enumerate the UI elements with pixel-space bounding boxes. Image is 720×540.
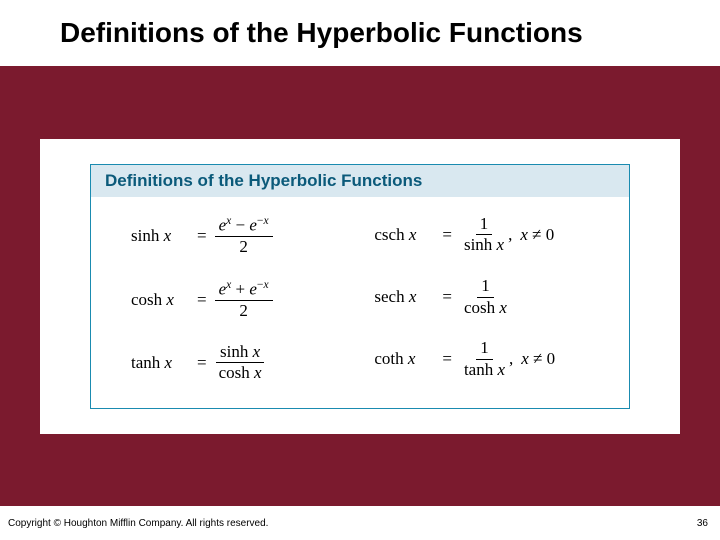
slide-body: Definitions of the Hyperbolic Functions … xyxy=(0,66,720,506)
content-card: Definitions of the Hyperbolic Functions … xyxy=(40,139,680,434)
denominator: sinh x xyxy=(460,235,508,255)
numerator: ex + e−x xyxy=(215,279,273,301)
condition: x ≠ 0 xyxy=(520,225,554,245)
equations-area: sinh x = ex − e−x 2 cosh x = ex + e−x xyxy=(91,197,629,395)
fn-label: csch x xyxy=(374,225,438,245)
eq-sinh: sinh x = ex − e−x 2 xyxy=(131,215,374,257)
fraction: ex − e−x 2 xyxy=(215,215,273,257)
fn-label: coth x xyxy=(374,349,438,369)
fraction: sinh x cosh x xyxy=(215,343,266,383)
fraction: 1 cosh x xyxy=(460,277,511,317)
eq-tanh: tanh x = sinh x cosh x xyxy=(131,343,374,383)
slide-title: Definitions of the Hyperbolic Functions xyxy=(60,17,583,49)
slide-container: Definitions of the Hyperbolic Functions … xyxy=(0,0,720,540)
equations-left-column: sinh x = ex − e−x 2 cosh x = ex + e−x xyxy=(131,215,374,383)
figure-header: Definitions of the Hyperbolic Functions xyxy=(91,165,629,197)
fraction: 1 tanh x xyxy=(460,339,509,379)
eq-sech: sech x = 1 cosh x xyxy=(374,277,599,317)
numerator: 1 xyxy=(477,277,494,298)
condition: x ≠ 0 xyxy=(521,349,555,369)
copyright-text: Copyright © Houghton Mifflin Company. Al… xyxy=(8,518,268,529)
equals-sign: = xyxy=(442,349,452,369)
figure-box: Definitions of the Hyperbolic Functions … xyxy=(90,164,630,409)
slide-footer: Copyright © Houghton Mifflin Company. Al… xyxy=(0,506,720,540)
eq-csch: csch x = 1 sinh x , x ≠ 0 xyxy=(374,215,599,255)
comma: , xyxy=(508,225,512,245)
numerator: 1 xyxy=(476,339,493,360)
fraction: 1 sinh x xyxy=(460,215,508,255)
fn-label: sinh x xyxy=(131,226,193,246)
equals-sign: = xyxy=(442,225,452,245)
equals-sign: = xyxy=(197,353,207,373)
title-area: Definitions of the Hyperbolic Functions xyxy=(0,0,720,66)
equals-sign: = xyxy=(197,290,207,310)
numerator: 1 xyxy=(476,215,493,236)
fn-label: tanh x xyxy=(131,353,193,373)
equations-right-column: csch x = 1 sinh x , x ≠ 0 sech x = xyxy=(374,215,599,383)
fn-label: sech x xyxy=(374,287,438,307)
eq-cosh: cosh x = ex + e−x 2 xyxy=(131,279,374,321)
denominator: cosh x xyxy=(215,363,266,383)
page-number: 36 xyxy=(697,518,708,529)
fn-label: cosh x xyxy=(131,290,193,310)
fraction: ex + e−x 2 xyxy=(215,279,273,321)
denominator: 2 xyxy=(235,237,252,257)
comma: , xyxy=(509,349,513,369)
numerator: ex − e−x xyxy=(215,215,273,237)
denominator: cosh x xyxy=(460,298,511,318)
denominator: 2 xyxy=(235,301,252,321)
equals-sign: = xyxy=(442,287,452,307)
numerator: sinh x xyxy=(216,343,264,364)
eq-coth: coth x = 1 tanh x , x ≠ 0 xyxy=(374,339,599,379)
equals-sign: = xyxy=(197,226,207,246)
denominator: tanh x xyxy=(460,360,509,380)
